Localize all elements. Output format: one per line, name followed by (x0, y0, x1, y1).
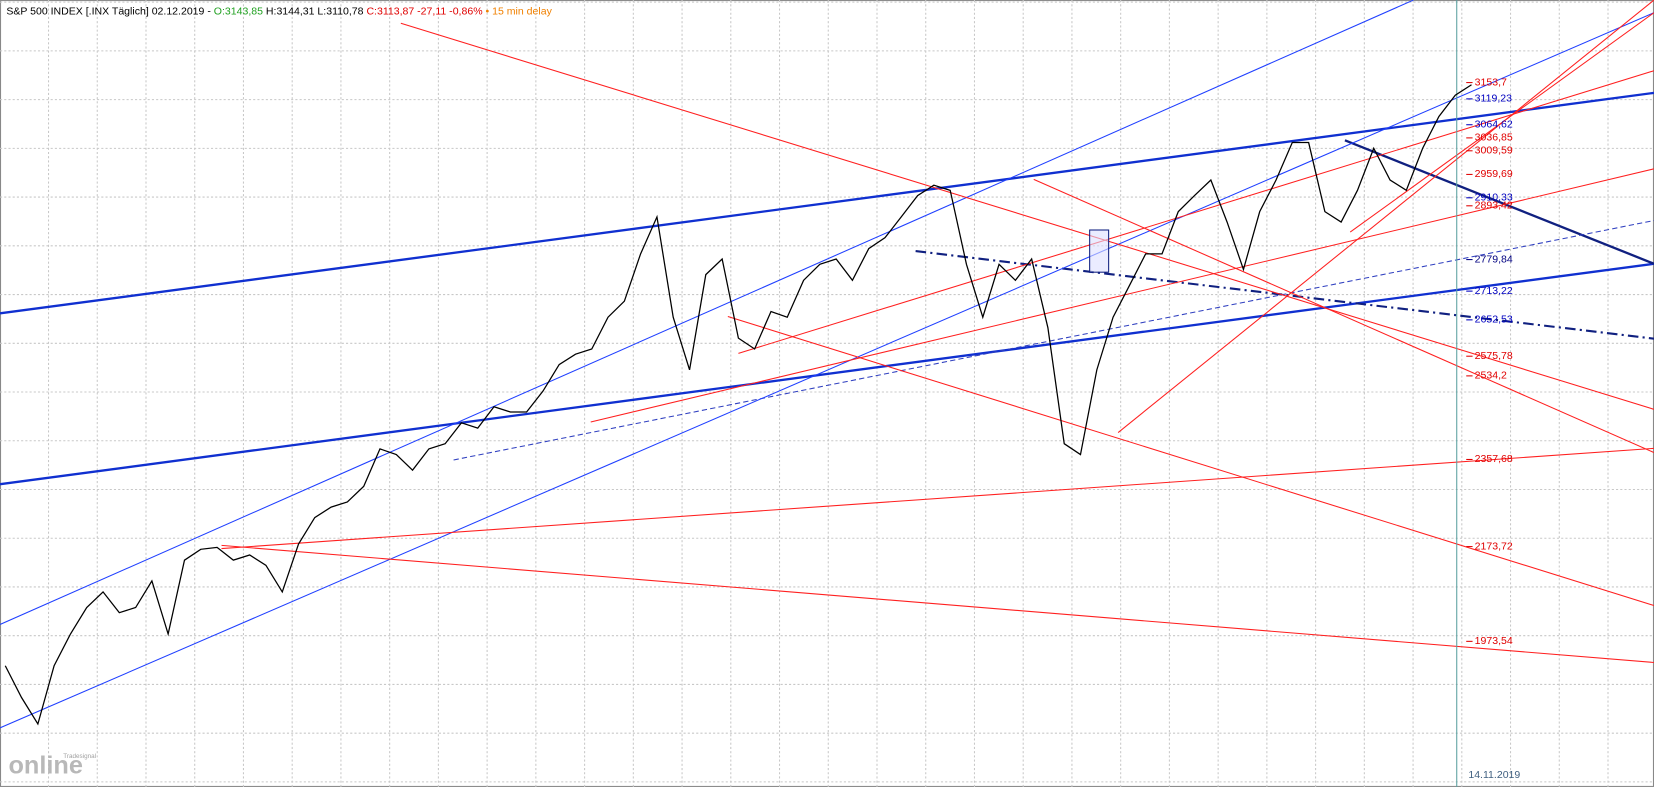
trendline (590, 168, 1654, 423)
plot (4, 84, 1472, 726)
level-label: 3153,7 (1475, 76, 1507, 88)
level-label: 2534,2 (1475, 370, 1507, 382)
level-label: 2357,68 (1475, 453, 1513, 465)
header-close: C:3113,87 -27,11 -0,86% (366, 5, 482, 17)
trendlines (0, 0, 1654, 729)
trendline (1117, 0, 1654, 433)
trendline (1033, 178, 1654, 454)
header-symbol: S&P 500 INDEX [.INX Täglich] 02.12.2019 (6, 5, 204, 17)
trendline (738, 70, 1654, 354)
level-label: 3009,59 (1475, 145, 1513, 157)
highlight-box (1089, 229, 1110, 273)
trendline (400, 22, 1654, 410)
trendline (1344, 139, 1654, 265)
trendline (0, 12, 1654, 729)
header: S&P 500 INDEX [.INX Täglich] 02.12.2019 … (6, 5, 552, 17)
date-marker-label: 14.11.2019 (1468, 769, 1520, 781)
trendline (1349, 12, 1654, 233)
level-label: 2910,33 (1475, 192, 1513, 204)
header-delay: 15 min delay (492, 5, 552, 17)
level-label: 2713,22 (1475, 285, 1513, 297)
trendline (453, 219, 1654, 461)
level-label: 2652,53 (1475, 314, 1513, 326)
header-hlc: H:3144,31 L:3110,78 (266, 5, 364, 17)
trendline (221, 544, 1654, 664)
watermark-brand: Tradesignal (63, 753, 96, 760)
header-sep: - (207, 5, 213, 17)
level-label: 3036,85 (1475, 132, 1513, 144)
header-open: O:3143,85 (214, 5, 263, 17)
level-label: 2575,78 (1475, 350, 1513, 362)
level-label: 2893,42 (1475, 200, 1513, 212)
price-line (4, 84, 1472, 726)
trendline (915, 250, 1654, 340)
watermark-product: online (8, 752, 82, 780)
header-delay-dot: • (486, 5, 490, 17)
level-label: 1973,54 (1475, 635, 1513, 647)
trendline (221, 447, 1654, 550)
level-label: 3119,23 (1475, 93, 1512, 105)
trendline (0, 91, 1654, 315)
level-label: 2959,69 (1475, 168, 1513, 180)
level-label: 3064,62 (1475, 119, 1513, 131)
level-label: 2779,84 (1475, 253, 1513, 265)
trendline (727, 315, 1654, 607)
trendline (0, 262, 1654, 486)
level-label: 2173,72 (1475, 540, 1513, 552)
trendline (0, 0, 1414, 625)
